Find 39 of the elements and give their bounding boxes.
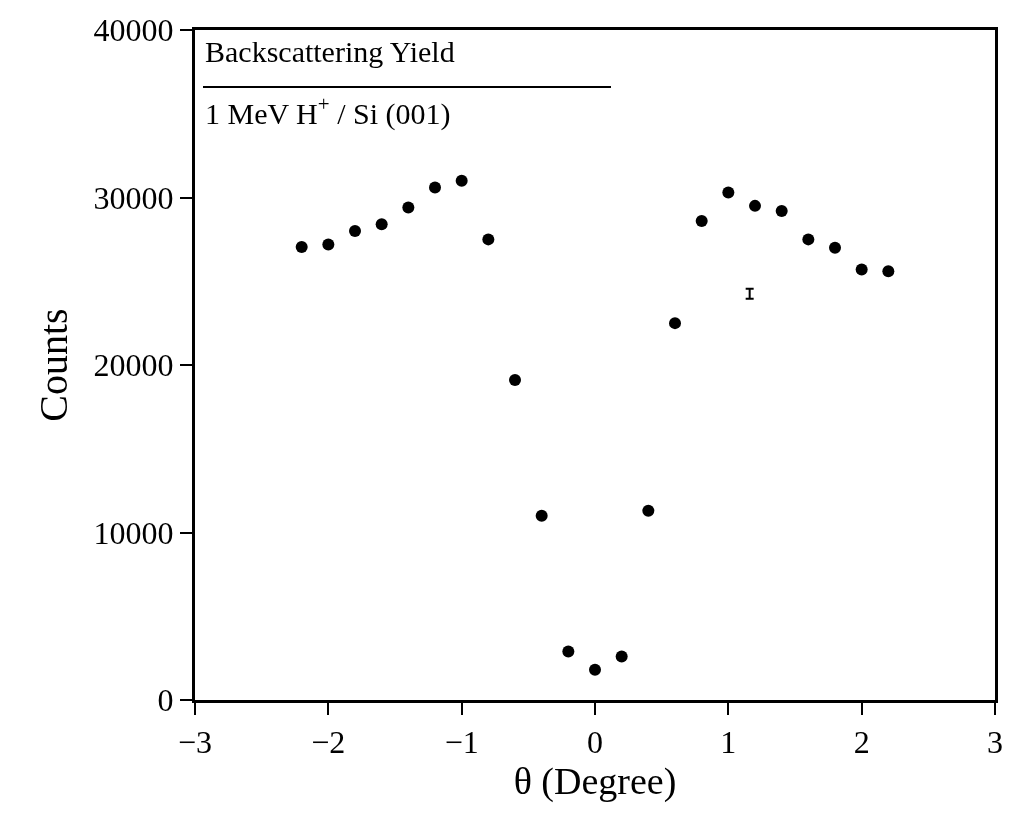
x-tick-label: −2 [311,724,346,761]
x-tick-label: 2 [853,724,870,761]
y-tick-label: 0 [157,682,174,719]
point [535,509,548,522]
annotation: 1 MeV H$^{+}$ / Si (001) [205,92,451,131]
point [722,186,735,199]
point [509,374,521,387]
point [775,204,788,217]
point [295,240,308,253]
x-tick-label: −1 [444,724,479,761]
point [829,241,841,254]
y-tick-label: 30000 [93,179,174,216]
x-tick-label: 3 [987,724,1003,761]
point [322,238,335,251]
annotation: Backscattering Yield [205,35,455,68]
y-tick-label: 20000 [93,347,174,384]
x-tick-label: 1 [720,724,737,761]
point [375,218,388,231]
point [802,233,815,246]
x-tick-label: −3 [177,724,213,761]
point [429,181,441,194]
x-tick-label: 0 [587,724,603,761]
y-tick-label: 40000 [93,12,174,49]
x-axis-title: θ (Degree) [513,760,677,804]
point [882,265,895,278]
point [615,650,628,663]
point [855,263,868,276]
point [589,663,601,676]
point [642,504,655,517]
y-axis-title: Counts [31,308,77,422]
point [669,317,681,330]
point [482,233,495,246]
point [402,201,415,214]
point [562,645,575,658]
point [455,174,468,187]
point [349,225,361,237]
point [695,214,708,227]
point [749,199,761,212]
y-tick-label: 10000 [93,514,174,551]
